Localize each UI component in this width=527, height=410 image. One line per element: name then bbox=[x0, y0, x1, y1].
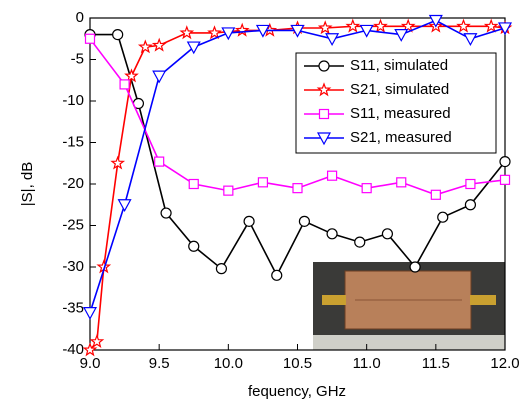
marker bbox=[499, 174, 511, 185]
marker bbox=[151, 37, 167, 52]
marker bbox=[89, 333, 105, 349]
marker bbox=[483, 18, 499, 33]
marker bbox=[82, 307, 98, 320]
marker bbox=[499, 155, 511, 168]
marker bbox=[257, 177, 269, 188]
marker bbox=[381, 228, 394, 240]
marker bbox=[465, 178, 476, 190]
marker bbox=[316, 82, 332, 97]
marker bbox=[464, 199, 477, 211]
legend-label: S11, simulated bbox=[350, 57, 448, 74]
x-tick-label: 11.0 bbox=[353, 355, 381, 372]
marker bbox=[497, 22, 513, 36]
marker bbox=[298, 215, 311, 227]
marker bbox=[325, 33, 340, 47]
marker bbox=[456, 18, 471, 33]
marker bbox=[359, 24, 374, 38]
marker bbox=[290, 24, 305, 38]
marker bbox=[124, 68, 139, 83]
marker bbox=[112, 28, 124, 41]
photo-connector bbox=[322, 295, 346, 305]
y-tick-label: -25 bbox=[62, 216, 84, 233]
marker bbox=[345, 18, 361, 33]
y-tick-label: -10 bbox=[62, 92, 84, 109]
y-tick-label: -30 bbox=[62, 258, 84, 275]
marker bbox=[255, 24, 270, 38]
marker bbox=[326, 170, 338, 181]
x-tick-label: 9.5 bbox=[149, 355, 170, 372]
marker bbox=[84, 33, 96, 44]
marker bbox=[110, 155, 126, 170]
marker bbox=[437, 211, 449, 223]
marker bbox=[154, 156, 165, 167]
y-tick-label: -40 bbox=[62, 341, 84, 358]
legend-label: S21, simulated bbox=[350, 81, 449, 98]
marker bbox=[152, 70, 167, 84]
marker bbox=[317, 20, 333, 35]
marker bbox=[117, 199, 132, 213]
marker bbox=[373, 18, 388, 33]
marker bbox=[119, 79, 130, 90]
marker bbox=[188, 240, 200, 252]
x-tick-label: 10.5 bbox=[283, 355, 312, 372]
marker bbox=[223, 185, 234, 196]
marker bbox=[428, 14, 443, 28]
marker bbox=[137, 39, 153, 54]
y-axis-label: |S|, dB bbox=[19, 162, 36, 206]
marker bbox=[361, 183, 372, 194]
marker bbox=[394, 29, 409, 42]
marker bbox=[215, 263, 228, 275]
marker bbox=[316, 132, 332, 146]
x-tick-label: 11.5 bbox=[422, 355, 450, 372]
marker bbox=[82, 342, 98, 357]
legend-box bbox=[295, 52, 497, 154]
marker bbox=[188, 178, 199, 190]
marker bbox=[463, 33, 478, 47]
marker bbox=[207, 25, 222, 40]
marker bbox=[186, 41, 201, 55]
y-tick-label: -20 bbox=[62, 175, 84, 192]
marker bbox=[292, 183, 303, 194]
marker bbox=[396, 177, 407, 188]
x-tick-label: 10.0 bbox=[214, 355, 243, 372]
y-tick-label: -15 bbox=[62, 133, 84, 150]
marker bbox=[409, 261, 421, 273]
marker bbox=[243, 215, 255, 227]
y-tick-label: -5 bbox=[71, 50, 84, 67]
x-tick-label: 9.0 bbox=[80, 355, 101, 372]
marker bbox=[326, 228, 338, 240]
photo-ruler bbox=[313, 335, 505, 350]
marker bbox=[271, 269, 283, 281]
marker bbox=[318, 108, 330, 120]
legend: S11, simulated S21, simulated S11, measure… bbox=[295, 52, 497, 154]
y-tick-label: -35 bbox=[62, 299, 84, 316]
marker bbox=[354, 236, 366, 248]
marker bbox=[234, 22, 250, 37]
legend-label: S21, measured bbox=[350, 129, 452, 146]
photo-connector bbox=[470, 295, 496, 305]
legend-label: S11, measured bbox=[350, 105, 451, 122]
x-tick-label: 12.0 bbox=[490, 355, 519, 372]
marker bbox=[160, 207, 172, 219]
marker bbox=[430, 189, 441, 200]
series-line bbox=[90, 33, 506, 278]
marker bbox=[318, 60, 330, 72]
inset-photo bbox=[313, 262, 505, 350]
marker bbox=[179, 25, 195, 40]
marker bbox=[221, 27, 236, 41]
marker bbox=[400, 18, 416, 33]
x-axis-label: fequency, GHz bbox=[248, 383, 346, 400]
y-tick-label: 0 bbox=[76, 9, 84, 26]
